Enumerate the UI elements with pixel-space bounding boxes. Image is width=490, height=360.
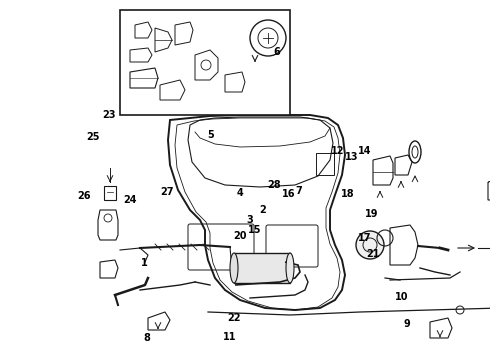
Text: 25: 25 <box>86 132 100 142</box>
Bar <box>316 153 334 175</box>
Text: 8: 8 <box>144 333 150 343</box>
Text: 3: 3 <box>246 215 253 225</box>
Text: 7: 7 <box>295 186 302 196</box>
Text: 26: 26 <box>77 191 91 201</box>
Circle shape <box>356 231 384 259</box>
Text: 14: 14 <box>358 146 372 156</box>
Text: 24: 24 <box>123 195 137 205</box>
Text: 19: 19 <box>365 209 378 219</box>
Text: 9: 9 <box>403 319 410 329</box>
Bar <box>234 253 290 283</box>
Text: 6: 6 <box>273 47 280 57</box>
Text: 20: 20 <box>233 231 247 241</box>
Text: 12: 12 <box>331 146 345 156</box>
Text: 18: 18 <box>341 189 355 199</box>
Text: 5: 5 <box>207 130 214 140</box>
Text: 11: 11 <box>222 332 236 342</box>
Text: 15: 15 <box>248 225 262 235</box>
Ellipse shape <box>286 253 294 283</box>
Text: 17: 17 <box>358 233 372 243</box>
Text: 4: 4 <box>237 188 244 198</box>
Text: 10: 10 <box>395 292 409 302</box>
Text: 23: 23 <box>102 110 116 120</box>
Bar <box>120 10 290 115</box>
Text: 1: 1 <box>141 258 148 268</box>
Text: 28: 28 <box>268 180 281 190</box>
Ellipse shape <box>230 253 238 283</box>
Text: 22: 22 <box>227 312 241 323</box>
Text: 21: 21 <box>367 249 380 259</box>
Text: 27: 27 <box>160 186 173 197</box>
Text: 13: 13 <box>345 152 359 162</box>
Text: 2: 2 <box>259 204 266 215</box>
Text: 16: 16 <box>282 189 296 199</box>
